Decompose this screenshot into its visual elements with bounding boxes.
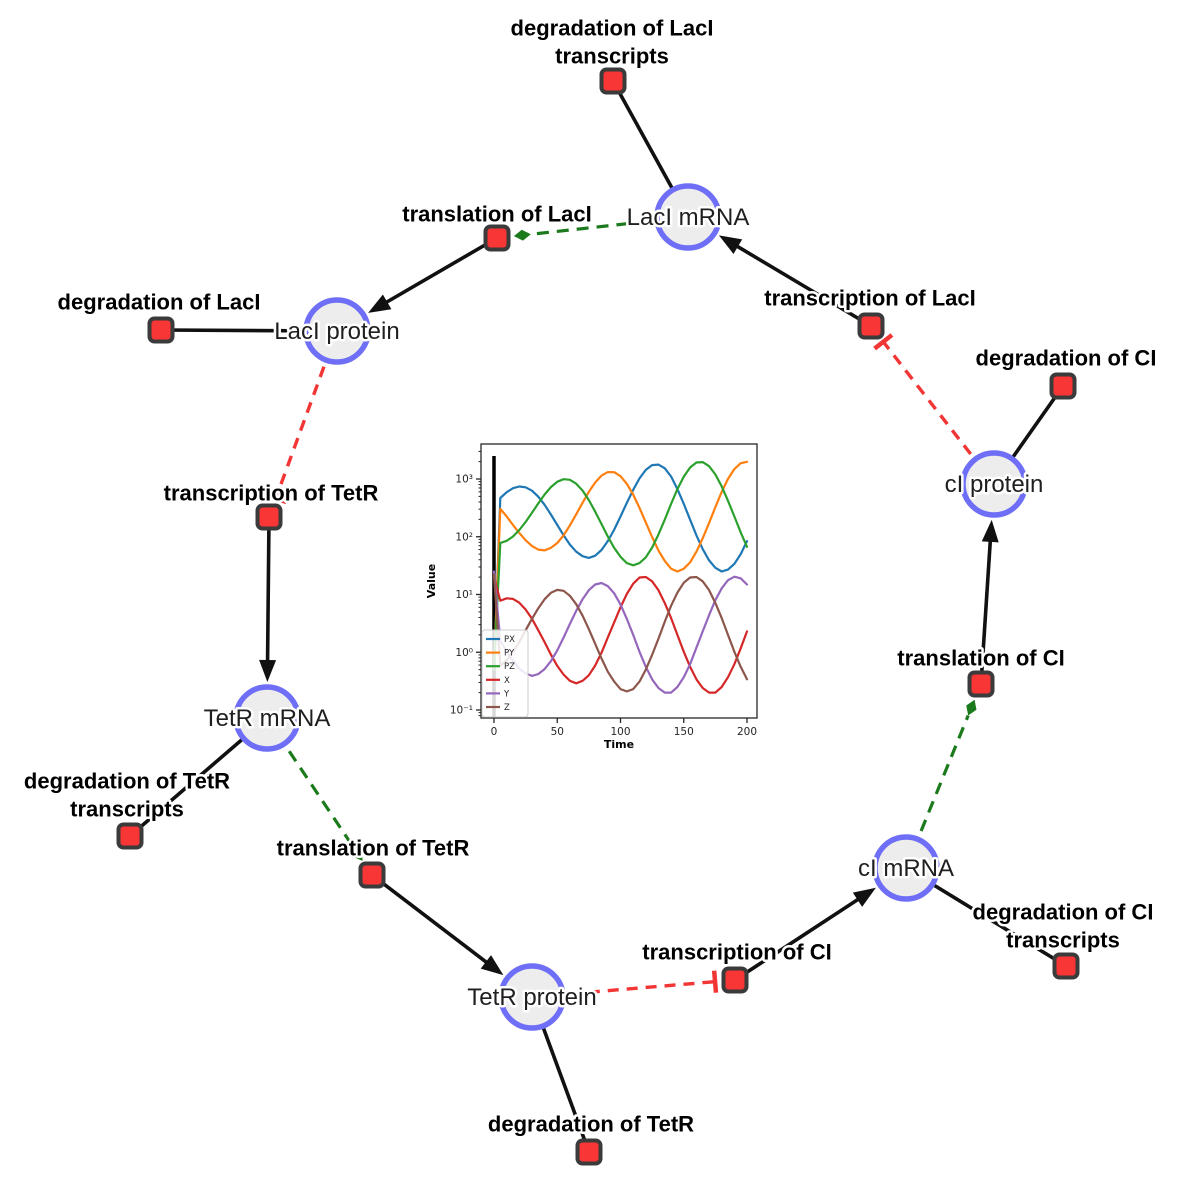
series-line-PY	[492, 460, 749, 671]
reaction-node-deg-ci[interactable]	[1049, 372, 1077, 400]
x-tick-label: 100	[610, 726, 630, 738]
arrowhead-icon	[718, 235, 743, 254]
x-axis-label: Time	[604, 738, 634, 751]
reaction-label-translation-ci: translation of CI	[897, 646, 1064, 671]
labels-layer: degradation of LacI transcripts translatio…	[21, 13, 1159, 1139]
edge-transcription-laci-laci-mrna[interactable]	[730, 241, 872, 328]
reaction-label-translation-tetr: translation of TetR	[277, 836, 470, 861]
reaction-node-deg-tetr-tx[interactable]	[116, 822, 144, 850]
reaction-node-transcription-laci[interactable]	[857, 312, 885, 340]
species-label-ci-protein: cI protein	[945, 471, 1044, 498]
reaction-label-transcription-tetr: transcription of TetR	[164, 481, 379, 506]
reaction-node-transcription-ci[interactable]	[721, 966, 749, 994]
nodes-layer	[116, 67, 1080, 1166]
axis-ticks	[476, 450, 748, 723]
modifier-diamond-icon	[353, 846, 363, 861]
reaction-label-deg-laci-tx: degradation of LacI	[511, 16, 714, 41]
reaction-node-translation-tetr[interactable]	[358, 861, 386, 889]
x-tick-label: 150	[674, 726, 694, 738]
y-tick-label: 10¹	[455, 589, 473, 601]
arrowhead-icon	[259, 659, 277, 683]
y-tick-label: 10⁰	[455, 647, 473, 659]
species-node-laci-protein[interactable]	[303, 297, 371, 365]
legend-label-Y: Y	[503, 689, 510, 699]
inhibition-bar-icon	[711, 970, 719, 993]
legend-label-PZ: PZ	[504, 662, 515, 672]
edge-translation-ci-ci-protein[interactable]	[979, 533, 993, 685]
arrowhead-icon	[368, 294, 392, 313]
edge-translation-laci-laci-protein[interactable]	[379, 236, 498, 308]
species-label-laci-protein: LacI protein	[274, 318, 399, 345]
series-line-Y	[492, 570, 749, 694]
species-label-tetr-protein: TetR protein	[467, 984, 596, 1011]
species-node-ci-protein[interactable]	[960, 450, 1028, 518]
reaction-label-deg-ci-tx: degradation of CI	[973, 900, 1154, 925]
inhibition-bar-icon	[264, 492, 287, 505]
inhibition-bar-icon	[873, 333, 894, 351]
modifier-diamond-icon	[513, 229, 531, 241]
species-label-ci-mrna: cI mRNA	[858, 855, 954, 882]
x-tick-label: 200	[737, 726, 757, 738]
reaction-label-deg-tetr: degradation of TetR	[488, 1112, 694, 1137]
arrowhead-icon	[852, 887, 876, 907]
edge-transcription-tetr-tetr-mrna[interactable]	[265, 516, 271, 669]
arrowhead-icon	[981, 519, 999, 543]
species-label-laci-mrna: LacI mRNA	[627, 204, 750, 231]
reaction-label-transcription-laci: transcription of LacI	[764, 286, 975, 311]
reaction-node-deg-laci[interactable]	[147, 316, 175, 344]
edge-tetr-protein-transcription-ci[interactable]	[531, 979, 716, 999]
species-node-laci-mrna[interactable]	[654, 183, 722, 251]
arrowhead-icon	[480, 955, 504, 976]
x-tick-label: 0	[491, 726, 498, 738]
series-line-PZ	[492, 461, 749, 671]
reaction-node-transcription-tetr[interactable]	[255, 503, 283, 531]
legend-label-Z: Z	[504, 703, 510, 713]
edge-transcription-ci-ci-mrna[interactable]	[734, 893, 866, 982]
reaction-label-translation-laci: translation of LacI	[402, 202, 591, 227]
modifier-diamond-icon	[966, 699, 977, 716]
edge-translation-tetr-tetr-protein[interactable]	[370, 873, 494, 969]
reaction-label-deg-ci: degradation of CI	[976, 346, 1157, 371]
reaction-label-deg-tetr-tx: degradation of TetR	[24, 769, 230, 794]
species-node-tetr-mrna[interactable]	[233, 684, 301, 752]
y-tick-label: 10⁻¹	[450, 705, 473, 717]
reaction-label-deg-laci: degradation of LacI	[58, 290, 261, 315]
reaction-label-deg-ci-tx-line2: transcripts	[1006, 928, 1120, 953]
reaction-node-translation-laci[interactable]	[483, 224, 511, 252]
y-tick-label: 10³	[455, 474, 473, 486]
species-node-tetr-protein[interactable]	[498, 963, 566, 1031]
reaction-label-deg-tetr-tx-line2: transcripts	[70, 797, 184, 822]
reaction-label-deg-laci-tx-line2: transcripts	[555, 44, 669, 69]
reaction-node-translation-ci[interactable]	[967, 670, 995, 698]
series-line-PX	[492, 463, 749, 671]
legend: PX PY PZ XYZ	[481, 629, 529, 718]
series-line-X	[492, 575, 749, 694]
y-tick-label: 10²	[455, 531, 473, 543]
legend-label-PY: PY	[504, 649, 515, 659]
reaction-node-deg-laci-tx[interactable]	[599, 67, 627, 95]
species-node-ci-mrna[interactable]	[872, 834, 940, 902]
reaction-node-deg-tetr[interactable]	[575, 1138, 603, 1166]
legend-label-PX: PX	[504, 635, 515, 645]
species-label-tetr-mrna: TetR mRNA	[204, 705, 331, 732]
x-tick-label: 50	[551, 726, 564, 738]
reaction-node-deg-ci-tx[interactable]	[1052, 952, 1080, 980]
series-line-Z	[492, 573, 749, 693]
reaction-label-transcription-ci: transcription of CI	[642, 940, 831, 965]
y-axis-label: Value	[425, 564, 438, 598]
legend-label-X: X	[504, 676, 510, 686]
